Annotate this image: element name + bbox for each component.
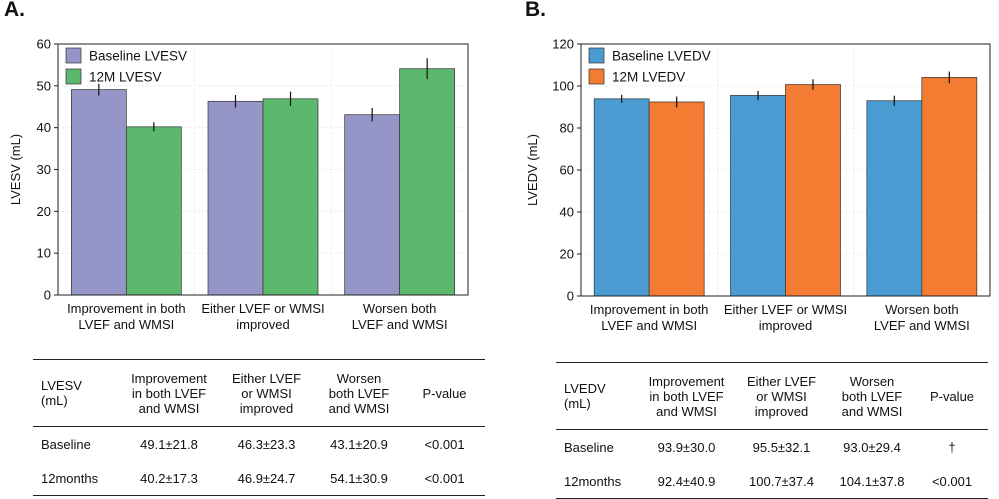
x-tick-label-line: Worsen both [885,302,958,317]
table-cell: <0.001 [931,473,973,489]
table-row: 12months 92.4±40.9 100.7±37.4 104.1±37.8… [556,464,988,499]
table-cell: 12months [564,473,622,489]
legend-label: Baseline LVEDV [612,49,711,64]
y-tick-label: 40 [560,205,574,220]
table-cell: Baseline [564,439,614,455]
table-header-cell: Worsen both LVEF and WMSI [328,370,390,416]
x-tick-label: Either LVEF or WMSI improved [201,301,324,332]
table-header-cell: Either LVEF or WMSI improved [746,373,817,419]
bar [262,98,319,296]
x-tick-label: Improvement in both LVEF and WMSI [67,301,186,332]
table-header-cell: P-value [422,385,467,401]
table-cell: 95.5±32.1 [752,439,811,455]
x-tick-label: Worsen both LVEF and WMSI [874,302,970,333]
y-tick-label: 80 [560,121,574,136]
x-tick-label-line: Either LVEF or WMSI [724,302,847,317]
bar [125,126,182,296]
bar [921,77,978,297]
table-header-cell: LVEDV (mL) [564,381,606,411]
panel-b-label: B. [525,0,546,21]
x-tick-label-line: Improvement in both [590,302,709,317]
table-cell: 100.7±37.4 [749,473,814,489]
table-cell: 92.4±40.9 [657,473,716,489]
bar [70,89,127,296]
x-tick-label: Improvement in both LVEF and WMSI [590,302,709,333]
lvedv-table: LVEDV (mL) Improvement in both LVEF and … [556,362,988,499]
legend: Baseline LVEDV 12M LVEDV [588,47,711,85]
legend-swatch [65,47,82,64]
table-cell: 54.1±30.9 [330,470,388,486]
bar [866,100,923,297]
x-tick-label-line: Either LVEF or WMSI [201,301,324,316]
legend-swatch [65,68,82,85]
y-axis-label: LVESV (mL) [8,134,23,205]
y-tick-label: 0 [567,289,574,304]
bar [207,100,264,296]
y-tick-label: 20 [560,247,574,262]
table-row: Baseline 93.9±30.0 95.5±32.1 93.0±29.4 † [556,430,988,465]
x-tick-label-line: LVEF and WMSI [78,317,174,332]
table-header-cell: P-value [929,388,975,404]
table-header-cell: LVESV (mL) [41,378,82,408]
bar [648,101,705,297]
lvesv-table: LVESV (mL) Improvement in both LVEF and … [33,359,485,496]
y-tick-label: 20 [37,204,51,219]
y-tick-label: 60 [560,163,574,178]
table-cell: 46.9±24.7 [237,470,296,486]
x-tick-label: Worsen both LVEF and WMSI [352,301,448,332]
table-cell: 46.3±23.3 [237,436,296,452]
x-tick-label-line: improved [236,317,289,332]
bar [344,114,401,296]
table-cell: † [948,439,956,455]
y-tick-label: 120 [552,37,574,52]
bar [593,98,650,297]
table-cell: 43.1±20.9 [330,436,388,452]
legend: Baseline LVESV 12M LVESV [65,47,187,85]
table-cell: 93.0±29.4 [843,439,901,455]
y-tick-label: 60 [37,37,51,52]
y-tick-label: 50 [37,78,51,93]
legend-label: 12M LVEDV [612,70,685,85]
table-row: 12months 40.2±17.3 46.9±24.7 54.1±30.9 <… [33,461,485,496]
table-cell: 12months [41,470,99,486]
x-tick-label: Either LVEF or WMSI improved [724,302,847,333]
table-cell: <0.001 [424,436,465,452]
legend-swatch [588,68,605,85]
y-tick-label: 30 [37,162,51,177]
bar [785,84,841,297]
legend-label: Baseline LVESV [89,49,187,64]
table-header-row: LVEDV (mL) Improvement in both LVEF and … [556,362,988,430]
table-row: Baseline 49.1±21.8 46.3±23.3 43.1±20.9 <… [33,427,485,462]
y-axis-label: LVEDV (mL) [525,134,540,206]
x-tick-label-line: Worsen both [363,301,436,316]
legend-swatch [588,47,605,64]
table-cell: 40.2±17.3 [140,470,198,486]
y-tick-label: 40 [37,120,51,135]
bar [730,95,786,297]
x-tick-label-line: LVEF and WMSI [874,318,970,333]
table-cell: Baseline [41,436,91,452]
table-cell: <0.001 [424,470,465,486]
bar [399,68,456,296]
x-tick-label-line: improved [759,318,812,333]
table-cell: 104.1±37.8 [839,473,905,489]
table-header-cell: Either LVEF or WMSI improved [231,370,302,416]
table-header-cell: Worsen both LVEF and WMSI [841,373,903,419]
y-tick-label: 10 [37,246,51,261]
table-header-row: LVESV (mL) Improvement in both LVEF and … [33,359,485,427]
legend-label: 12M LVESV [89,70,162,85]
y-tick-label: 100 [552,79,574,94]
y-tick-label: 0 [44,288,51,303]
table-header-cell: Improvement in both LVEF and WMSI [131,370,207,416]
table-header-cell: Improvement in both LVEF and WMSI [648,373,725,419]
table-cell: 49.1±21.8 [140,436,198,452]
x-tick-label-line: Improvement in both [67,301,186,316]
x-tick-label-line: LVEF and WMSI [352,317,448,332]
panel-a-label: A. [4,0,25,21]
table-cell: 93.9±30.0 [657,439,716,455]
x-tick-label-line: LVEF and WMSI [601,318,697,333]
